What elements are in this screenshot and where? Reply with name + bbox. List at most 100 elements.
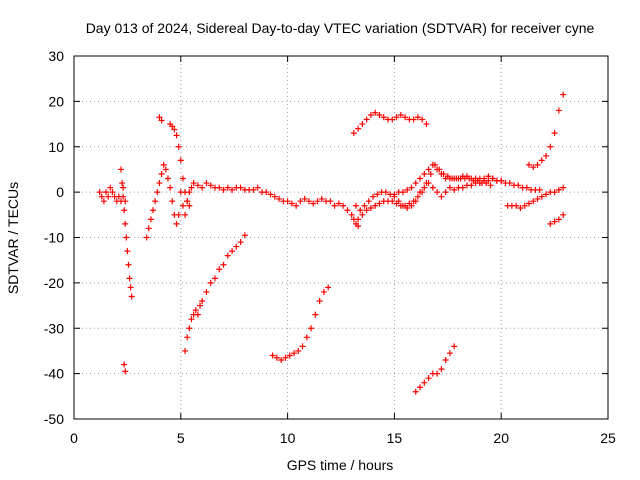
data-point xyxy=(184,334,191,341)
data-point xyxy=(459,184,466,191)
data-point xyxy=(340,202,347,209)
data-point xyxy=(372,202,379,209)
data-point xyxy=(199,298,206,305)
data-point xyxy=(402,114,409,121)
data-point xyxy=(517,205,524,212)
data-point xyxy=(120,193,127,200)
data-point xyxy=(436,166,443,173)
series-arc-n xyxy=(504,184,567,212)
data-point xyxy=(363,207,370,214)
data-point xyxy=(194,182,201,189)
data-point xyxy=(105,193,112,200)
data-point xyxy=(348,211,355,218)
series-arc-o xyxy=(525,91,567,171)
data-point xyxy=(314,198,321,205)
data-point xyxy=(397,111,404,118)
data-point xyxy=(320,288,327,295)
data-point xyxy=(203,180,210,187)
data-point xyxy=(216,184,223,191)
data-point xyxy=(173,220,180,227)
data-point xyxy=(412,198,419,205)
data-point xyxy=(355,223,362,230)
series-arc-e xyxy=(156,114,165,124)
data-point xyxy=(419,116,426,123)
data-point xyxy=(305,198,312,205)
data-point xyxy=(171,126,178,133)
data-point xyxy=(117,166,124,173)
data-point xyxy=(177,157,184,164)
y-tick-label: 30 xyxy=(48,48,64,64)
x-tick-label: 20 xyxy=(493,430,509,446)
data-point xyxy=(179,202,186,209)
data-point xyxy=(297,198,304,205)
data-point xyxy=(190,180,197,187)
data-point xyxy=(288,200,295,207)
data-point xyxy=(164,175,171,182)
data-point xyxy=(308,325,315,332)
data-point xyxy=(530,198,537,205)
data-point xyxy=(335,200,342,207)
data-point xyxy=(188,316,195,323)
data-point xyxy=(121,361,128,368)
data-point xyxy=(434,370,441,377)
data-point xyxy=(395,198,402,205)
data-point xyxy=(513,202,520,209)
data-point xyxy=(125,261,132,268)
data-point xyxy=(109,189,116,196)
data-point xyxy=(538,193,545,200)
data-point xyxy=(547,220,554,227)
data-point xyxy=(399,189,406,196)
x-tick-label: 10 xyxy=(280,430,296,446)
data-point xyxy=(404,205,411,212)
data-point xyxy=(186,202,193,209)
data-point xyxy=(423,121,430,128)
data-point xyxy=(543,152,550,159)
data-point xyxy=(489,175,496,182)
data-point xyxy=(145,225,152,232)
data-point xyxy=(267,191,274,198)
data-point xyxy=(284,198,291,205)
data-point xyxy=(408,202,415,209)
data-point xyxy=(162,166,169,173)
y-tick-label: -10 xyxy=(44,230,64,246)
data-point xyxy=(425,375,432,382)
data-point xyxy=(254,184,261,191)
data-point xyxy=(350,130,357,137)
data-point xyxy=(182,189,189,196)
data-point xyxy=(367,111,374,118)
data-point xyxy=(389,116,396,123)
data-point xyxy=(468,182,475,189)
data-point xyxy=(372,109,379,116)
data-point xyxy=(119,180,126,187)
data-point xyxy=(250,186,257,193)
data-point xyxy=(150,207,157,214)
data-point xyxy=(515,182,522,189)
data-point xyxy=(414,114,421,121)
series-arc-a xyxy=(96,184,129,205)
data-point xyxy=(560,184,567,191)
data-point xyxy=(124,248,131,255)
data-point xyxy=(525,161,532,168)
data-point xyxy=(216,266,223,273)
data-point xyxy=(431,161,438,168)
data-point xyxy=(278,357,285,364)
y-tick-label: 10 xyxy=(48,139,64,155)
series-arc-k xyxy=(355,161,494,223)
data-point xyxy=(487,182,494,189)
data-point xyxy=(156,180,163,187)
data-point xyxy=(192,307,199,314)
data-point xyxy=(361,202,368,209)
data-point xyxy=(126,275,133,282)
data-point xyxy=(451,186,458,193)
data-point xyxy=(538,157,545,164)
data-point xyxy=(293,202,300,209)
data-point xyxy=(427,170,434,177)
series-arc-f xyxy=(167,121,193,209)
data-point xyxy=(331,202,338,209)
data-point xyxy=(152,198,159,205)
data-point xyxy=(414,193,421,200)
data-point xyxy=(327,198,334,205)
data-point xyxy=(498,177,505,184)
data-point xyxy=(182,347,189,354)
data-point xyxy=(224,252,231,259)
